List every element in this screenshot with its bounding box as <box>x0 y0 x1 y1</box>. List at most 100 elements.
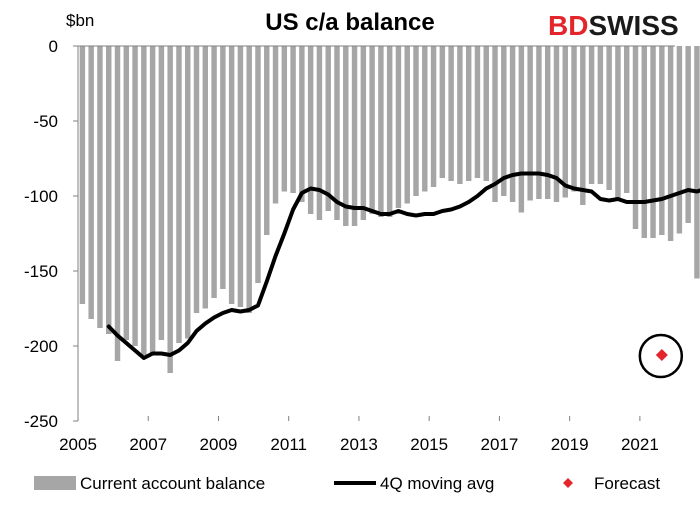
x-tick-label: 2021 <box>621 435 659 454</box>
bar <box>369 46 375 214</box>
legend-label-line: 4Q moving avg <box>380 474 494 493</box>
bar <box>202 46 209 309</box>
moving-average-series <box>106 171 700 360</box>
bar <box>220 46 226 289</box>
bar <box>334 46 340 220</box>
bar <box>343 46 349 226</box>
bar <box>307 46 314 214</box>
y-tick-label: -250 <box>24 412 58 431</box>
forecast-highlight-circle <box>638 333 684 379</box>
forecast-series <box>638 333 684 379</box>
bar <box>386 46 393 217</box>
bar <box>123 46 130 340</box>
bar <box>518 46 525 213</box>
bar <box>299 46 305 202</box>
bar <box>694 46 700 279</box>
bar <box>457 46 463 184</box>
bar <box>606 46 612 190</box>
brand-logo: BDSWISS <box>548 10 679 42</box>
bar <box>588 46 595 184</box>
bar <box>351 46 358 226</box>
bar <box>623 46 630 193</box>
bar <box>404 46 410 204</box>
x-tick-label: 2019 <box>551 435 589 454</box>
bar <box>685 46 691 223</box>
y-tick-label: -50 <box>33 112 58 131</box>
brand-logo-swiss: SWISS <box>588 10 679 41</box>
bar <box>632 46 639 229</box>
bar <box>562 46 568 198</box>
bar <box>97 46 103 328</box>
x-tick-label: 2013 <box>340 435 378 454</box>
bar <box>290 46 296 193</box>
x-tick-label: 2017 <box>480 435 518 454</box>
bar <box>264 46 270 235</box>
bar <box>474 46 481 178</box>
bar <box>237 46 244 307</box>
legend-swatch-forecast <box>563 478 573 488</box>
bar <box>571 46 577 192</box>
bar <box>167 46 173 373</box>
bar <box>676 46 683 234</box>
bar <box>185 46 191 339</box>
bar <box>492 46 498 202</box>
bar <box>501 46 507 196</box>
x-tick-label: 2015 <box>410 435 448 454</box>
legend-label-bar: Current account balance <box>80 474 265 493</box>
bar <box>176 46 182 343</box>
bar <box>255 46 261 283</box>
brand-logo-bd: BD <box>548 10 589 41</box>
x-tick-label: 2009 <box>200 435 238 454</box>
bar <box>448 46 454 181</box>
bar <box>597 46 604 184</box>
bar <box>536 46 542 199</box>
bar <box>228 46 235 304</box>
bar <box>615 46 621 199</box>
bar <box>465 46 472 181</box>
bar <box>272 46 279 204</box>
bar <box>211 46 217 298</box>
y-tick-label: -200 <box>24 337 58 356</box>
x-tick-label: 2011 <box>270 435 307 454</box>
chart-title: US c/a balance <box>265 9 434 36</box>
bar <box>79 46 86 304</box>
bar <box>395 46 402 208</box>
bar <box>439 46 446 178</box>
y-tick-label: 0 <box>49 37 58 56</box>
bar <box>325 46 331 211</box>
bar <box>158 46 165 340</box>
legend-label-forecast: Forecast <box>594 474 660 493</box>
bar-series <box>79 46 700 373</box>
bar <box>527 46 533 201</box>
bar <box>149 46 156 354</box>
bar <box>360 46 367 220</box>
bar <box>106 46 112 334</box>
bar <box>281 46 288 192</box>
bar <box>316 46 323 220</box>
bar <box>544 46 551 199</box>
x-tick-label: 2007 <box>129 435 167 454</box>
bar <box>114 46 121 361</box>
bar <box>413 46 419 196</box>
bar <box>659 46 665 235</box>
moving-average-line <box>106 171 700 360</box>
forecast-point <box>655 349 668 361</box>
bar <box>553 46 560 202</box>
y-tick-label: -100 <box>24 187 58 206</box>
bar <box>246 46 252 313</box>
bar <box>430 46 437 187</box>
y-tick-label: -150 <box>24 262 58 281</box>
bar <box>193 46 200 313</box>
legend-swatch-bar <box>34 476 76 490</box>
bar <box>132 46 138 346</box>
bar <box>641 46 647 238</box>
bar <box>141 46 147 355</box>
bar <box>667 46 674 241</box>
x-tick-label: 2005 <box>59 435 97 454</box>
bar <box>509 46 516 202</box>
y-axis-unit-label: $bn <box>66 11 94 30</box>
bar <box>422 46 428 192</box>
